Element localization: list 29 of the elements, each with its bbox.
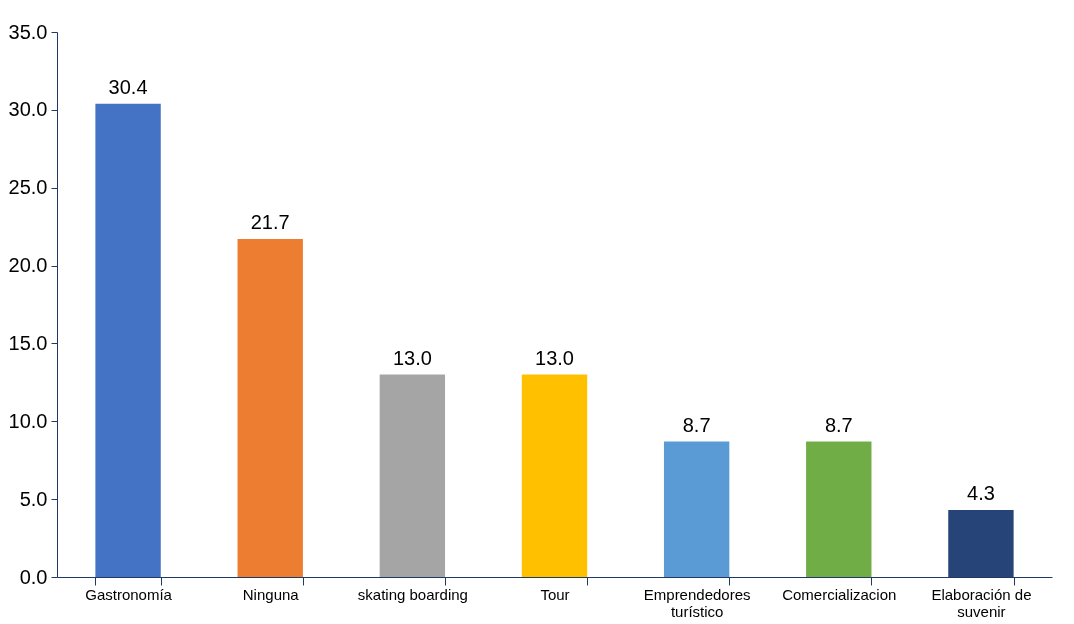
data-label: 30.4 [108,75,148,98]
data-label: 8.7 [824,413,853,436]
data-label: 4.3 [967,482,995,505]
x-tick-label: Tour [540,585,570,603]
data-label: 21.7 [250,211,290,234]
x-tick-label: Comercializacion [782,585,897,603]
data-label: 13.0 [392,346,432,369]
bar [237,239,303,577]
y-tick-label: 10.0 [8,409,48,432]
y-tick-label: 5.0 [19,487,48,510]
x-tick-label: Gastronomía [85,585,173,603]
bar [95,103,161,577]
x-tick-label: Ninguna [242,585,300,603]
bar [663,441,730,577]
bar [948,510,1014,577]
y-tick-label: 25.0 [8,176,48,199]
y-tick-label: 30.0 [8,98,48,121]
x-tick-label: Emprendedores turístico [643,585,751,620]
bar [806,441,872,577]
bar [521,374,588,577]
bar [379,374,446,577]
y-tick-label: 35.0 [8,20,48,43]
x-tick-label: skating boarding [357,585,468,603]
data-label: 8.7 [682,413,711,436]
y-tick-label: 20.0 [8,254,48,277]
x-tick-label: Elaboración de suvenir [931,585,1032,620]
y-tick-label: 15.0 [8,331,48,354]
y-tick-label: 0.0 [19,565,48,588]
data-label: 13.0 [535,346,574,369]
